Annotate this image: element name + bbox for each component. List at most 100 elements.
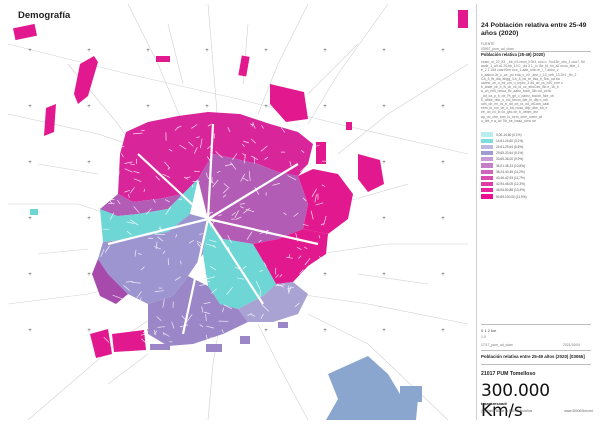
block-line — [289, 161, 292, 167]
source-label: FUENTE — [481, 42, 495, 46]
legend-note: ebm_ib_om_cb_u_ba_ncaa_dbp_dbe_bb_e — [481, 106, 548, 111]
block-line — [136, 291, 142, 299]
grid-marker: + — [441, 104, 445, 110]
block-line — [315, 202, 324, 206]
block-line — [240, 206, 244, 209]
block-line — [294, 302, 300, 307]
block-line — [307, 311, 312, 319]
grid-marker: + — [87, 48, 91, 54]
block-line — [124, 161, 133, 164]
footer-credit: (C) Pablo BL de la CIENS Nuraños — [481, 409, 533, 413]
block-line — [264, 156, 269, 160]
block-line — [162, 173, 171, 178]
legend-note: E_ahbe_ddo_o_ool_bbcm_ddr_lo_dfp o_rcb — [481, 97, 548, 102]
block-line — [302, 132, 309, 138]
legend-swatch — [481, 194, 493, 199]
block-line — [250, 138, 256, 144]
block-line — [300, 150, 305, 153]
block-line — [288, 286, 292, 294]
block-line — [287, 175, 297, 181]
footer-url: www.300000km.net — [564, 409, 593, 413]
grid-marker: + — [87, 328, 91, 334]
block-line — [265, 326, 269, 329]
block-line — [242, 177, 249, 182]
block-line — [105, 196, 114, 198]
file-name: 17/17_pum_ud_ckan — [481, 343, 513, 347]
block-line — [206, 276, 216, 280]
block-line — [153, 329, 157, 336]
block-texture — [100, 122, 331, 344]
grid-marker: + — [264, 328, 268, 334]
block-line — [142, 327, 149, 334]
footer: (C) Pablo BL de la CIENS Nuraños www.300… — [481, 409, 593, 413]
block-line — [157, 236, 164, 242]
block-line — [199, 284, 205, 287]
grid-marker: + — [382, 48, 386, 54]
legend-label: 36,01-38,23 (10,8%) — [496, 163, 526, 168]
legend-label: 24,61-29,64 (6,5%) — [496, 144, 524, 149]
block-line — [239, 203, 245, 205]
block-line — [211, 288, 217, 294]
block-line — [108, 197, 113, 205]
grid-marker: + — [382, 216, 386, 222]
block-line — [227, 246, 230, 251]
map-name: Población relativa entre 25-49 años (202… — [481, 354, 585, 359]
block-line — [183, 176, 189, 180]
block-line — [244, 154, 246, 164]
block-line — [261, 125, 264, 129]
block-line — [196, 240, 202, 244]
block-line — [133, 178, 142, 182]
patch-s-3 — [240, 336, 250, 344]
block-line — [232, 153, 238, 160]
block-line — [318, 235, 321, 239]
choropleth-map[interactable]: ++++++++++++++++++++++++++++++++++++++++… — [8, 4, 468, 420]
block-line — [246, 231, 253, 240]
block-line — [121, 153, 124, 158]
patch-ne-2 — [458, 10, 468, 28]
legend-swatch — [481, 132, 493, 137]
block-line — [316, 257, 322, 264]
legend-note: ee_od_nc_lo 0o_gbc ob_b_oebm_rbc — [481, 110, 538, 115]
block-line — [323, 215, 327, 226]
divider — [481, 350, 591, 351]
major-roads — [107, 123, 319, 335]
block-line — [320, 318, 325, 322]
block-line — [164, 333, 170, 337]
legend-label: 46,06-50,88 (13,4%) — [496, 188, 526, 193]
patch-e-1 — [316, 142, 326, 164]
patch-e-2 — [358, 154, 384, 192]
legend-swatch — [481, 163, 493, 168]
block-line — [152, 198, 156, 203]
block-line — [153, 246, 161, 250]
legend-swatch — [481, 182, 493, 187]
block-line — [246, 328, 249, 333]
patch-n-2 — [238, 55, 250, 77]
side-panel: 24 Población relativa entre 25-49 años (… — [476, 4, 595, 421]
legend-note: _dd_ca_p_b_de_Pt_ge_c_oamc_bocob_fcbr_cb — [481, 93, 554, 98]
district-west-cyan — [100, 179, 198, 242]
divider — [481, 51, 591, 52]
block-line — [103, 155, 109, 163]
block-line — [107, 189, 115, 192]
map-area[interactable]: ++++++++++++++++++++++++++++++++++++++++… — [8, 4, 468, 420]
legend-item: 29,65-33,64 (9,1%) — [481, 151, 523, 156]
patch-w-1 — [44, 104, 56, 136]
block-line — [129, 187, 135, 194]
block-line — [191, 124, 198, 129]
scale-unit: 1:0 — [481, 335, 486, 339]
block-line — [174, 127, 178, 131]
block-line — [155, 175, 160, 181]
block-line — [279, 274, 283, 278]
block-line — [162, 250, 166, 255]
grid-marker: + — [87, 272, 91, 278]
block-line — [287, 317, 295, 324]
block-line — [296, 246, 302, 251]
block-line — [114, 178, 117, 185]
block-line — [210, 337, 220, 342]
district-northeast-outer — [298, 169, 353, 234]
grid-marker: + — [441, 216, 445, 222]
legend-item: 42,94-46,05 (12,3%) — [481, 182, 525, 187]
grid-marker: + — [441, 328, 445, 334]
choropleth-districts — [12, 10, 468, 420]
block-line — [321, 184, 326, 187]
